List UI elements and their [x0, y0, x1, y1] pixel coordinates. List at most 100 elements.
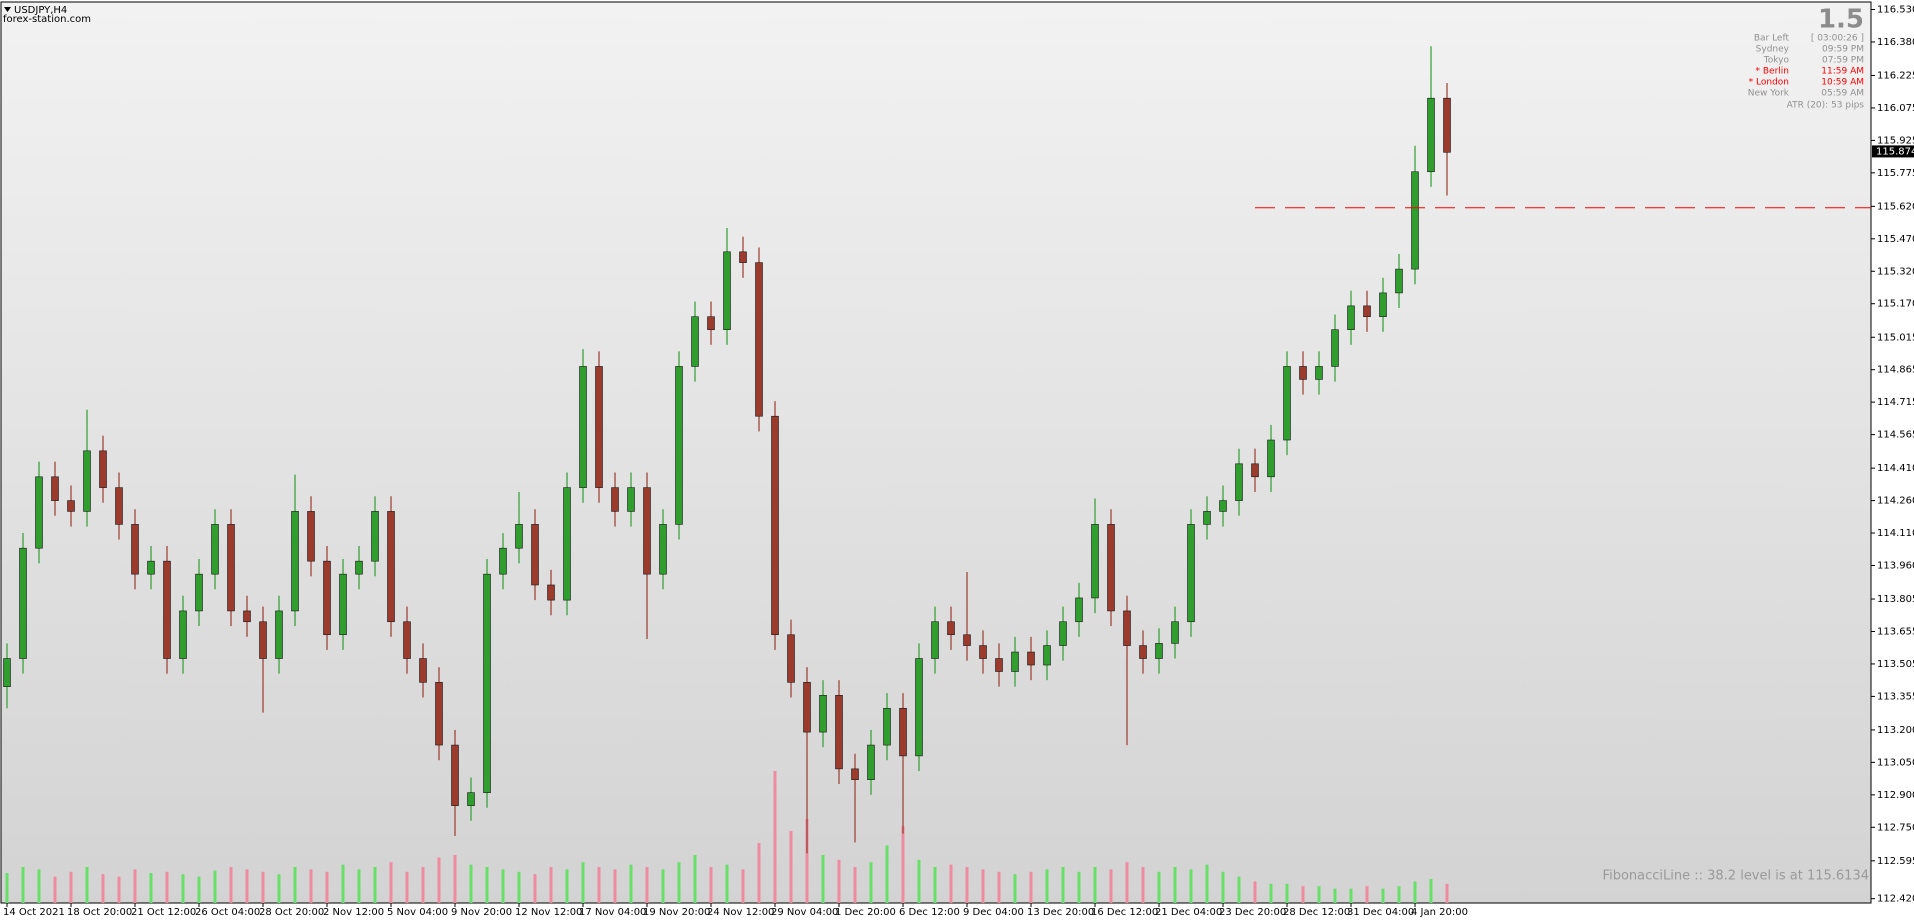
y-tick-label: 115.470	[1877, 234, 1914, 245]
candle-body	[147, 560, 155, 575]
volume-bar	[181, 874, 185, 903]
volume-bar	[901, 826, 905, 903]
candle-body	[1107, 524, 1115, 612]
candle-body	[1043, 645, 1051, 666]
y-tick-label: 115.775	[1877, 168, 1914, 179]
candle-body	[259, 621, 267, 659]
x-tick-label: 28 Dec 12:00	[1283, 907, 1350, 918]
volume-bar	[965, 867, 969, 903]
volume-bar	[453, 855, 457, 903]
x-tick-label: 12 Nov 12:00	[515, 907, 582, 918]
y-tick-label: 112.420	[1877, 894, 1914, 905]
volume-bar	[309, 869, 313, 903]
x-tick-label: 9 Nov 20:00	[451, 907, 512, 918]
candle-body	[595, 366, 603, 488]
info-value: 05:59 AM	[1821, 89, 1864, 99]
candle-body	[1251, 463, 1259, 478]
volume-bar	[981, 869, 985, 903]
candle-body	[867, 744, 875, 780]
x-tick-label: 14 Oct 2021	[3, 907, 65, 918]
x-tick-label: 17 Nov 04:00	[579, 907, 646, 918]
volume-bar	[757, 843, 761, 903]
x-tick-label: 5 Nov 04:00	[387, 907, 448, 918]
y-tick-label: 115.320	[1877, 266, 1914, 277]
volume-bar	[117, 876, 121, 903]
candle-body	[1155, 643, 1163, 659]
x-tick-label: 28 Oct 20:00	[259, 907, 324, 918]
candle-body	[627, 487, 635, 512]
candle-body	[1395, 268, 1403, 294]
candle-body	[1011, 651, 1019, 672]
volume-bar	[549, 867, 553, 903]
volume-bar	[917, 859, 921, 903]
candle-body	[419, 658, 427, 683]
volume-bar	[677, 862, 681, 903]
candle-body	[803, 682, 811, 733]
x-tick-label: 23 Dec 20:00	[1219, 907, 1286, 918]
candle-body	[1363, 305, 1371, 318]
x-tick-label: 16 Dec 12:00	[1091, 907, 1158, 918]
candle-body	[99, 450, 107, 488]
y-tick-label: 113.655	[1877, 626, 1914, 637]
candle-body	[979, 645, 987, 659]
volume-bar	[853, 867, 857, 903]
x-tick-label: 26 Oct 04:00	[195, 907, 260, 918]
candle-body	[371, 511, 379, 562]
volume-bar	[741, 869, 745, 903]
candle-body	[1091, 524, 1099, 599]
candle-body	[515, 524, 523, 549]
x-tick-label: 2 Nov 12:00	[323, 907, 384, 918]
candle-body	[323, 560, 331, 636]
volume-bar	[581, 862, 585, 903]
volume-bar	[1381, 888, 1385, 903]
x-tick-label: 24 Nov 12:00	[707, 907, 774, 918]
candle-body	[163, 560, 171, 659]
volume-bar	[341, 864, 345, 903]
info-value: 11:59 AM	[1821, 67, 1864, 77]
candle-body	[275, 610, 283, 659]
candle-body	[659, 524, 667, 575]
x-tick-label: 4 Jan 20:00	[1411, 907, 1468, 918]
volume-bar	[277, 874, 281, 903]
volume-bar	[501, 869, 505, 903]
volume-bar	[1045, 869, 1049, 903]
volume-bar	[21, 867, 25, 903]
candle-body	[227, 524, 235, 612]
info-label: * London	[1749, 78, 1789, 88]
volume-bar	[1173, 867, 1177, 903]
candle-body	[115, 487, 123, 525]
candle-body	[339, 573, 347, 636]
y-tick-label: 112.595	[1877, 856, 1914, 867]
y-tick-label: 113.805	[1877, 594, 1914, 605]
volume-bar	[469, 864, 473, 903]
candle-body	[355, 560, 363, 575]
volume-bar	[357, 869, 361, 903]
menu-triangle[interactable]	[4, 7, 11, 12]
y-tick-label: 115.170	[1877, 299, 1914, 310]
candle-body	[211, 524, 219, 575]
volume-bar	[1013, 874, 1017, 903]
info-label: New York	[1748, 89, 1790, 99]
info-value: 10:59 AM	[1821, 78, 1864, 88]
volume-bar	[869, 862, 873, 903]
candle-body	[755, 262, 763, 417]
current-price-label: 115.874	[1876, 146, 1914, 157]
volume-bar	[949, 864, 953, 903]
volume-bar	[597, 867, 601, 903]
candle-body	[531, 524, 539, 586]
candle-body	[1379, 292, 1387, 318]
volume-bar	[661, 869, 665, 903]
volume-bar	[1413, 881, 1417, 903]
volume-bar	[1349, 888, 1353, 903]
candle-body	[1283, 366, 1291, 441]
candle-body	[739, 251, 747, 263]
volume-bar	[1093, 867, 1097, 903]
candle-body	[83, 450, 91, 512]
y-tick-label: 114.260	[1877, 496, 1914, 507]
plot-area	[0, 1, 1872, 904]
chart-title: USDJPY,H4	[14, 5, 67, 16]
volume-bar	[1205, 864, 1209, 903]
x-tick-label: 18 Oct 20:00	[67, 907, 132, 918]
x-tick-label: 21 Dec 04:00	[1155, 907, 1222, 918]
volume-bar	[565, 869, 569, 903]
